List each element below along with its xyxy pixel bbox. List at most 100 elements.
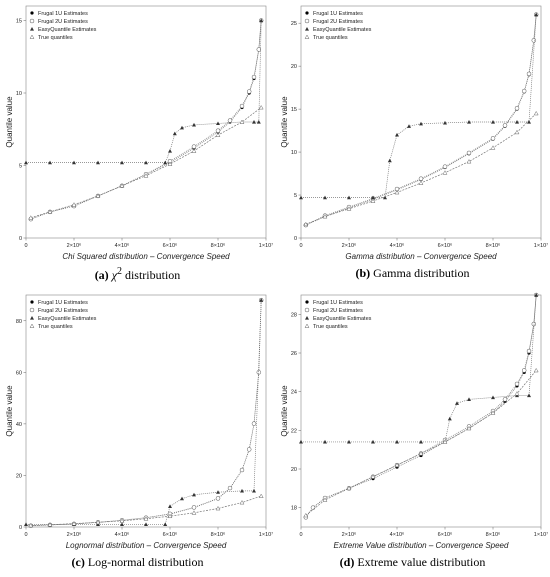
data-point [442, 439, 448, 444]
data-point [251, 74, 257, 80]
y-tick-label: 10 [291, 150, 297, 156]
legend-label: Frugal 1U Estimates [38, 300, 88, 306]
chart-svg-c: 0 2×10⁶ 4×10⁶ 6×10⁶ 8×10⁶ 1×10⁷ 0 20 40 60 80 Logno… [5, 294, 273, 550]
data-point [144, 160, 148, 165]
y-tick-label: 5 [19, 164, 22, 170]
data-point [370, 198, 376, 203]
legend-marker [305, 300, 309, 304]
caption-a: (a) χ2 distribution [0, 266, 275, 283]
data-point [514, 391, 520, 396]
plot-frame [300, 5, 542, 239]
legend-label: EasyQuantile Estimates [313, 316, 372, 322]
data-point [526, 348, 532, 354]
x-tick-label: 0 [24, 243, 27, 249]
chart-panel-a: 0 2×10⁶ 4×10⁶ 6×10⁶ 8×10⁶ 1×10⁷ 0 5 10 15 Chi Squa… [0, 0, 275, 288]
chart-svg-a: 0 2×10⁶ 4×10⁶ 6×10⁶ 8×10⁶ 1×10⁷ 0 5 10 15 Chi Squa… [5, 5, 273, 261]
series-open-triangle [303, 110, 539, 227]
legend-marker [305, 27, 309, 31]
caption-math: χ [111, 268, 117, 282]
x-tick-label: 6×10⁶ [163, 531, 178, 538]
data-point [239, 119, 245, 124]
legend-marker [304, 307, 310, 313]
data-point [383, 195, 387, 200]
data-point [514, 106, 520, 111]
y-tick-label: 10 [16, 91, 22, 97]
legend-label: EasyQuantile Estimates [38, 27, 97, 33]
x-tick-label: 1×10⁷ [259, 531, 273, 538]
chart-panel-b: 0 2×10⁶ 4×10⁶ 6×10⁶ 8×10⁶ 1×10⁷ 0 5 10 15 20 25 Gamm… [275, 0, 550, 288]
data-point [419, 121, 423, 126]
data-point [467, 120, 471, 124]
legend-marker [30, 27, 34, 31]
x-tick-label: 8×10⁶ [486, 242, 501, 249]
caption-text: Extreme value distribution [357, 555, 486, 569]
data-point [71, 202, 77, 207]
caption-tag: (a) [94, 268, 109, 282]
x-tick-label: 8×10⁶ [211, 242, 226, 249]
series-line [30, 495, 262, 526]
data-point [227, 485, 233, 491]
legend-marker [304, 34, 310, 39]
legend-marker [305, 11, 309, 15]
series-line [26, 20, 262, 163]
chart-svg-d: 0 2×10⁶ 4×10⁶ 6×10⁶ 8×10⁶ 1×10⁷ 18 20 22 24 26 28 Ex… [280, 292, 548, 550]
data-point [24, 160, 28, 165]
data-point [502, 123, 508, 128]
data-point [163, 522, 168, 527]
data-point [514, 381, 520, 387]
legend-label: Frugal 2U Estimates [313, 19, 363, 25]
caption-text-post: distribution [121, 268, 181, 282]
data-point [531, 321, 537, 327]
x-axis-title: Lognormal distribution – Convergence Spe… [66, 541, 227, 550]
data-point [71, 521, 77, 526]
series-open-triangle [28, 104, 264, 220]
data-point [371, 195, 375, 200]
x-axis-title: Extreme Value distribution – Convergence… [334, 541, 509, 550]
series-filled-triangle [299, 12, 539, 200]
data-point [490, 145, 496, 150]
x-tick-label: 4×10⁶ [390, 242, 405, 249]
x-tick-label: 6×10⁶ [163, 242, 178, 249]
data-point [303, 512, 309, 518]
data-point [258, 493, 264, 498]
data-point [215, 496, 221, 501]
data-point [216, 121, 220, 126]
y-axis-title: Quantile value [5, 385, 14, 437]
data-point [96, 160, 100, 165]
data-point [467, 397, 471, 401]
y-tick-label: 22 [291, 428, 297, 434]
caption-tag: (d) [339, 555, 355, 569]
x-tick-label: 1×10⁷ [259, 242, 273, 249]
data-point [191, 148, 197, 153]
data-point [534, 293, 539, 297]
x-tick-label: 2×10⁶ [67, 531, 82, 538]
data-point [322, 497, 328, 502]
data-point [418, 176, 424, 181]
y-tick-label: 60 [16, 370, 22, 376]
series-open-circle [303, 12, 539, 228]
x-tick-label: 4×10⁶ [115, 242, 130, 249]
data-point [167, 161, 173, 166]
legend-label: True quantiles [38, 35, 73, 41]
data-point [120, 160, 124, 165]
data-point [168, 149, 172, 153]
data-point [119, 518, 125, 523]
legend-label: Frugal 2U Estimates [313, 308, 363, 314]
legend-marker [30, 11, 34, 15]
series-open-triangle [28, 493, 264, 528]
data-point [514, 129, 520, 135]
legend-marker [29, 34, 35, 39]
data-point [370, 474, 376, 479]
data-point [491, 120, 495, 124]
data-point [491, 395, 495, 400]
y-tick-label: 24 [291, 390, 297, 396]
y-tick-label: 15 [291, 107, 297, 113]
y-tick-label: 0 [19, 236, 22, 242]
data-point [346, 206, 352, 211]
legend-label: Frugal 1U Estimates [38, 11, 88, 17]
legend-marker [29, 323, 35, 328]
data-point [303, 221, 309, 227]
data-point [347, 439, 351, 444]
data-point [239, 103, 245, 109]
data-point [47, 209, 53, 214]
